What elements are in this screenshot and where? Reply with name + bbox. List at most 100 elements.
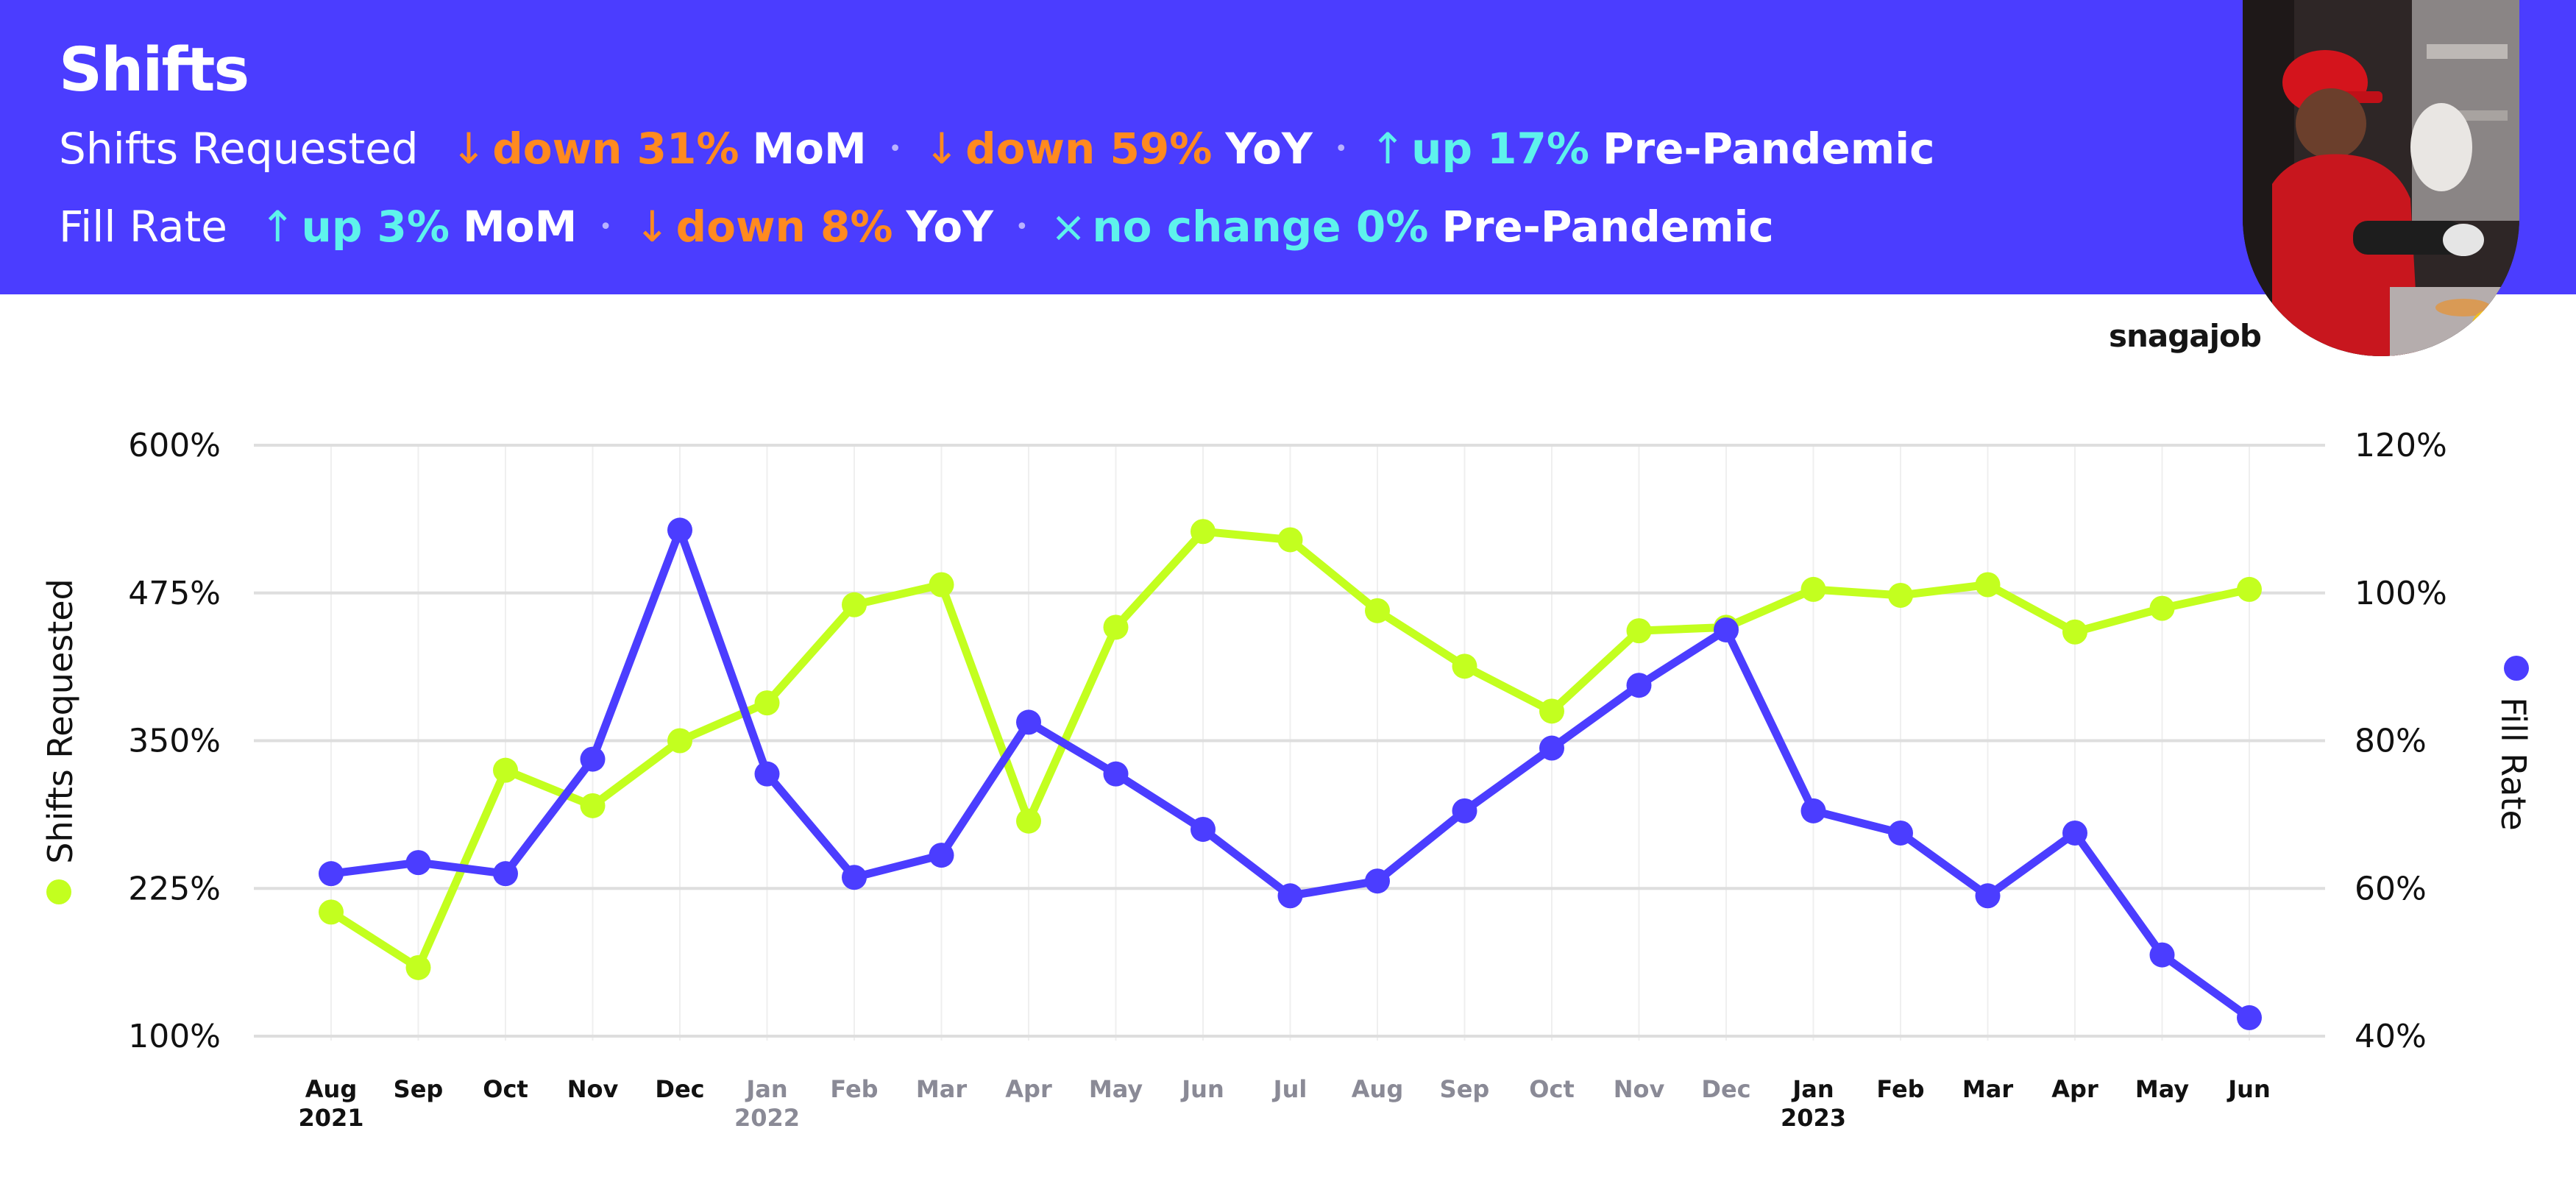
stat-period: Pre-Pandemic bbox=[1603, 124, 1935, 174]
stat-value: down 31% bbox=[492, 124, 739, 174]
data-point-fill-rate bbox=[2062, 820, 2087, 846]
shifts-requested-metrics: Shifts Requested ↓ down 31% MoM • ↓ down… bbox=[59, 124, 1934, 174]
data-point-shifts-requested bbox=[667, 728, 692, 754]
right-tick-label: 120% bbox=[2355, 427, 2447, 464]
arrow-down-icon: ↓ bbox=[634, 202, 670, 252]
data-point-fill-rate bbox=[319, 861, 344, 887]
x-tick-month: Apr bbox=[2051, 1075, 2098, 1103]
right-tick-label: 100% bbox=[2355, 575, 2447, 612]
data-point-fill-rate bbox=[1365, 868, 1390, 894]
x-tick-month: Aug bbox=[1352, 1075, 1403, 1103]
x-tick-month: Jan bbox=[1791, 1075, 1834, 1103]
data-point-fill-rate bbox=[1277, 883, 1303, 909]
left-tick-label: 475% bbox=[128, 575, 221, 612]
pre-pandemic-stat: × no change 0% Pre-Pandemic bbox=[1051, 202, 1774, 252]
x-tick-month: Jun bbox=[1180, 1075, 1224, 1103]
x-tick-month: Mar bbox=[916, 1075, 967, 1103]
left-axis-title: Shifts Requested bbox=[40, 578, 80, 864]
stat-value: no change 0% bbox=[1092, 202, 1429, 252]
data-point-fill-rate bbox=[493, 861, 518, 887]
arrow-down-icon: ↓ bbox=[923, 124, 960, 174]
data-point-fill-rate bbox=[842, 865, 867, 890]
x-tick-month: May bbox=[1089, 1075, 1143, 1103]
metric-label: Shifts Requested bbox=[59, 124, 419, 174]
data-point-fill-rate bbox=[405, 850, 431, 876]
data-point-shifts-requested bbox=[1016, 808, 1041, 834]
x-tick-month: Feb bbox=[830, 1075, 878, 1103]
x-tick-month: Oct bbox=[1529, 1075, 1574, 1103]
arrow-down-icon: ↓ bbox=[450, 124, 487, 174]
data-point-shifts-requested bbox=[405, 954, 431, 980]
yoy-stat: ↓ down 59% YoY bbox=[923, 124, 1312, 174]
data-point-shifts-requested bbox=[2237, 576, 2262, 602]
stat-value: up 17% bbox=[1411, 124, 1589, 174]
data-point-shifts-requested bbox=[1975, 572, 2001, 598]
right-tick-label: 40% bbox=[2355, 1018, 2427, 1055]
data-point-fill-rate bbox=[2149, 942, 2175, 968]
page-title: Shifts bbox=[59, 35, 249, 105]
left-tick-label: 100% bbox=[128, 1018, 221, 1055]
axis-ticks: 600% 475% 350% 225% 100% 120% 100% 80% 60% 40% bbox=[128, 427, 2447, 1055]
mom-stat: ↓ down 31% MoM bbox=[451, 124, 867, 174]
data-point-fill-rate bbox=[754, 761, 780, 787]
data-point-shifts-requested bbox=[1191, 519, 1216, 545]
separator-dot: • bbox=[1334, 136, 1348, 162]
right-tick-label: 80% bbox=[2355, 723, 2427, 760]
no-change-icon: × bbox=[1050, 202, 1087, 252]
x-tick-year: 2022 bbox=[734, 1104, 800, 1132]
left-tick-label: 600% bbox=[128, 427, 221, 464]
data-point-fill-rate bbox=[1452, 798, 1477, 823]
arrow-up-icon: ↑ bbox=[1369, 124, 1406, 174]
x-tick-month: Dec bbox=[1701, 1075, 1750, 1103]
worker-illustration bbox=[2243, 0, 2519, 356]
data-point-fill-rate bbox=[1539, 735, 1564, 761]
data-point-shifts-requested bbox=[1277, 527, 1303, 553]
separator-dot: • bbox=[599, 214, 612, 240]
x-tick-month: Sep bbox=[1440, 1075, 1490, 1103]
snagajob-logo: snagajob bbox=[2109, 318, 2262, 354]
separator-dot: • bbox=[1015, 214, 1029, 240]
x-tick-month: Dec bbox=[655, 1075, 704, 1103]
header-banner: Shifts Shifts Requested ↓ down 31% MoM •… bbox=[0, 0, 2576, 294]
data-point-shifts-requested bbox=[1800, 576, 1826, 602]
stat-period: YoY bbox=[1225, 124, 1313, 174]
mom-stat: ↑ up 3% MoM bbox=[260, 202, 577, 252]
data-point-fill-rate bbox=[1103, 761, 1129, 787]
left-tick-label: 350% bbox=[128, 723, 221, 760]
axis-titles: Shifts Requested Fill Rate bbox=[40, 578, 2533, 904]
series-points bbox=[319, 517, 2262, 1030]
data-point-shifts-requested bbox=[754, 690, 780, 716]
metric-label: Fill Rate bbox=[59, 202, 227, 252]
data-point-shifts-requested bbox=[2149, 595, 2175, 621]
worker-photo bbox=[2243, 0, 2519, 356]
x-tick-month: Oct bbox=[483, 1075, 528, 1103]
right-axis-title: Fill Rate bbox=[2494, 697, 2533, 831]
arrow-up-icon: ↑ bbox=[259, 202, 296, 252]
x-tick-month: Jul bbox=[1272, 1075, 1307, 1103]
x-tick-month: Sep bbox=[394, 1075, 444, 1103]
data-point-shifts-requested bbox=[842, 592, 867, 617]
x-tick-month: Feb bbox=[1876, 1075, 1924, 1103]
stat-period: MoM bbox=[463, 202, 578, 252]
left-tick-label: 225% bbox=[128, 870, 221, 907]
x-tick-month: May bbox=[2135, 1075, 2189, 1103]
x-tick-month: Aug bbox=[305, 1075, 357, 1103]
data-point-shifts-requested bbox=[1626, 618, 1652, 644]
data-point-fill-rate bbox=[1888, 820, 1913, 846]
right-axis-legend-dot bbox=[2504, 656, 2529, 681]
fill-rate-metrics: Fill Rate ↑ up 3% MoM • ↓ down 8% YoY • … bbox=[59, 202, 1774, 252]
x-tick-month: Mar bbox=[1962, 1075, 2013, 1103]
data-point-fill-rate bbox=[1016, 709, 1041, 735]
x-tick-month: Nov bbox=[567, 1075, 619, 1103]
data-point-fill-rate bbox=[1626, 673, 1652, 698]
data-point-fill-rate bbox=[1975, 883, 2001, 909]
stat-value: down 59% bbox=[965, 124, 1213, 174]
x-tick-month: Jan bbox=[745, 1075, 787, 1103]
x-tick-month: Apr bbox=[1005, 1075, 1052, 1103]
x-tick-month: Jun bbox=[2226, 1075, 2270, 1103]
data-point-shifts-requested bbox=[1539, 698, 1564, 724]
data-point-fill-rate bbox=[2237, 1005, 2262, 1030]
stat-period: MoM bbox=[752, 124, 867, 174]
stat-value: down 8% bbox=[675, 202, 893, 252]
